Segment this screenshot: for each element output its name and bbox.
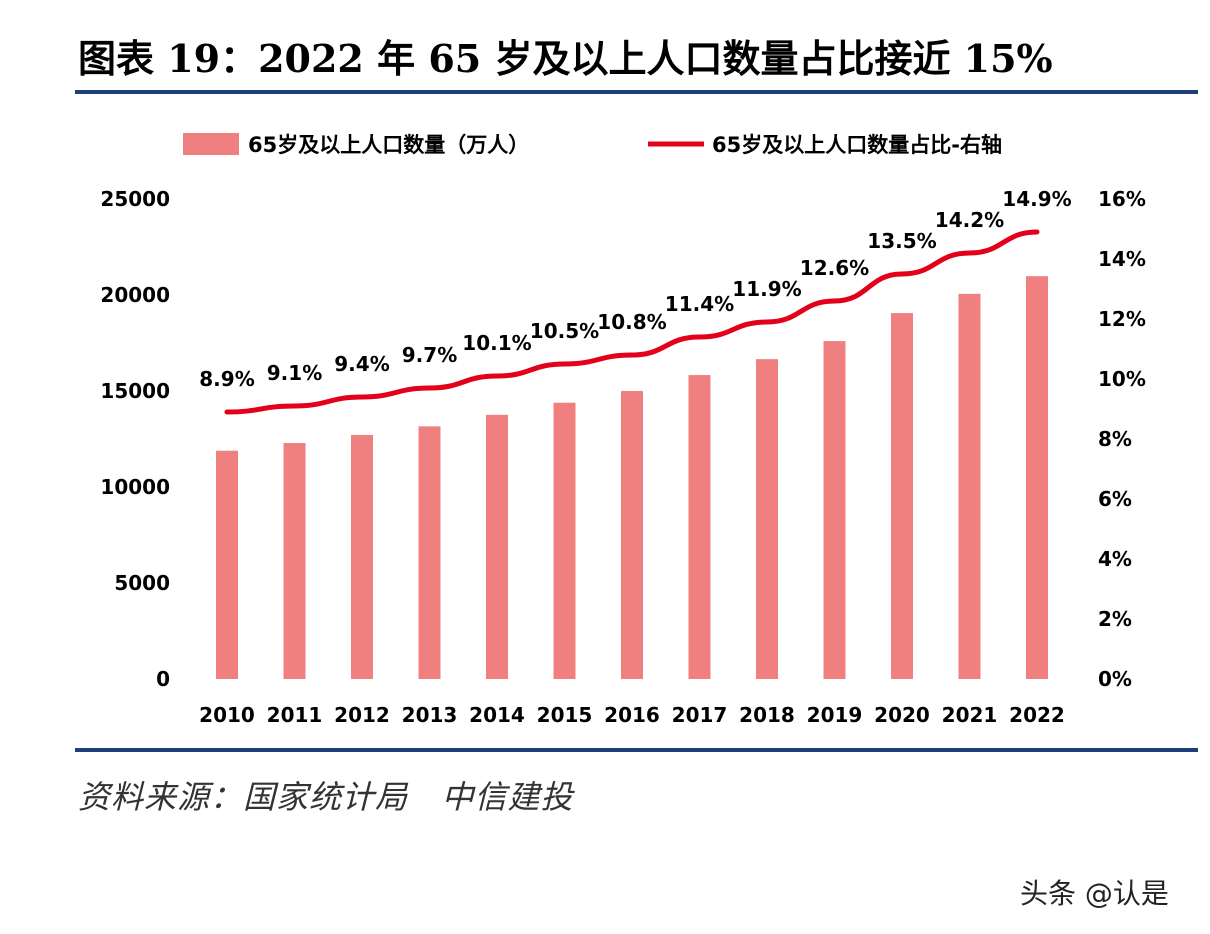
data-label-2018: 11.9% (732, 277, 801, 301)
data-label-2016: 10.8% (597, 310, 666, 334)
bar-2020 (891, 313, 913, 679)
data-label-2021: 14.2% (935, 208, 1004, 232)
right-axis-tick: 10% (1098, 367, 1146, 391)
legend-line-label: 65岁及以上人口数量占比-右轴 (712, 133, 1002, 157)
bar-2010 (216, 450, 238, 679)
x-axis-tick: 2020 (874, 703, 930, 727)
right-axis-tick: 14% (1098, 247, 1146, 271)
x-axis-tick: 2019 (807, 703, 863, 727)
data-label-2011: 9.1% (267, 361, 322, 385)
data-label-2015: 10.5% (530, 319, 599, 343)
right-axis-tick: 6% (1098, 487, 1132, 511)
bar-2013 (418, 426, 441, 679)
x-axis-tick: 2018 (739, 703, 795, 727)
x-axis-tick: 2011 (267, 703, 323, 727)
ratio-line (224, 229, 1040, 415)
bar-2016 (621, 391, 643, 679)
legend-bar-swatch (183, 133, 239, 155)
bar-2011 (283, 443, 306, 679)
right-axis-tick: 0% (1098, 667, 1132, 691)
x-axis-tick: 2022 (1009, 703, 1065, 727)
data-label-2020: 13.5% (867, 229, 936, 253)
bar-2012 (351, 434, 373, 679)
source-note: 资料来源：国家统计局 中信建投 (78, 778, 574, 816)
x-axis-tick: 2016 (604, 703, 660, 727)
figure-title: 图表 19：2022 年 65 岁及以上人口数量占比接近 15% (78, 36, 1053, 81)
x-axis-tick: 2017 (672, 703, 728, 727)
left-axis-tick: 25000 (100, 187, 170, 211)
data-label-2017: 11.4% (665, 292, 734, 316)
legend: 65岁及以上人口数量（万人） 65岁及以上人口数量占比-右轴 (183, 133, 1002, 157)
left-axis-tick: 0 (156, 667, 170, 691)
bar-2015 (553, 402, 576, 679)
bar-2022 (1026, 276, 1048, 679)
x-axis-tick: 2010 (199, 703, 255, 727)
bar-2018 (756, 359, 778, 679)
x-axis-tick: 2014 (469, 703, 525, 727)
left-axis-tick: 10000 (100, 475, 170, 499)
x-axis-tick: 2013 (402, 703, 458, 727)
chart-svg: 65岁及以上人口数量（万人） 65岁及以上人口数量占比-右轴 0 5000 1000… (100, 133, 1146, 727)
right-axis-tick: 12% (1098, 307, 1146, 331)
data-label-2014: 10.1% (462, 331, 531, 355)
x-axis-tick: 2012 (334, 703, 390, 727)
left-axis-tick: 20000 (100, 283, 170, 307)
bar-2019 (823, 341, 846, 679)
data-label-2019: 12.6% (800, 256, 869, 280)
data-label-2022: 14.9% (1002, 187, 1071, 211)
data-label-2013: 9.7% (402, 343, 457, 367)
right-axis-tick: 4% (1098, 547, 1132, 571)
bar-2017 (688, 375, 711, 679)
x-axis-tick: 2015 (537, 703, 593, 727)
right-axis-tick: 2% (1098, 607, 1132, 631)
legend-bar-label: 65岁及以上人口数量（万人） (248, 133, 529, 157)
bar-2021 (958, 293, 981, 679)
right-axis-tick: 16% (1098, 187, 1146, 211)
left-axis-tick: 5000 (114, 571, 170, 595)
bottom-rule (75, 748, 1198, 752)
right-axis-tick: 8% (1098, 427, 1132, 451)
watermark: 头条 @认是 (1020, 877, 1169, 910)
top-rule (75, 90, 1198, 94)
bar-2014 (486, 414, 508, 679)
x-axis-tick: 2021 (942, 703, 998, 727)
data-label-2012: 9.4% (334, 352, 389, 376)
left-axis-tick: 15000 (100, 379, 170, 403)
data-label-2010: 8.9% (199, 367, 254, 391)
